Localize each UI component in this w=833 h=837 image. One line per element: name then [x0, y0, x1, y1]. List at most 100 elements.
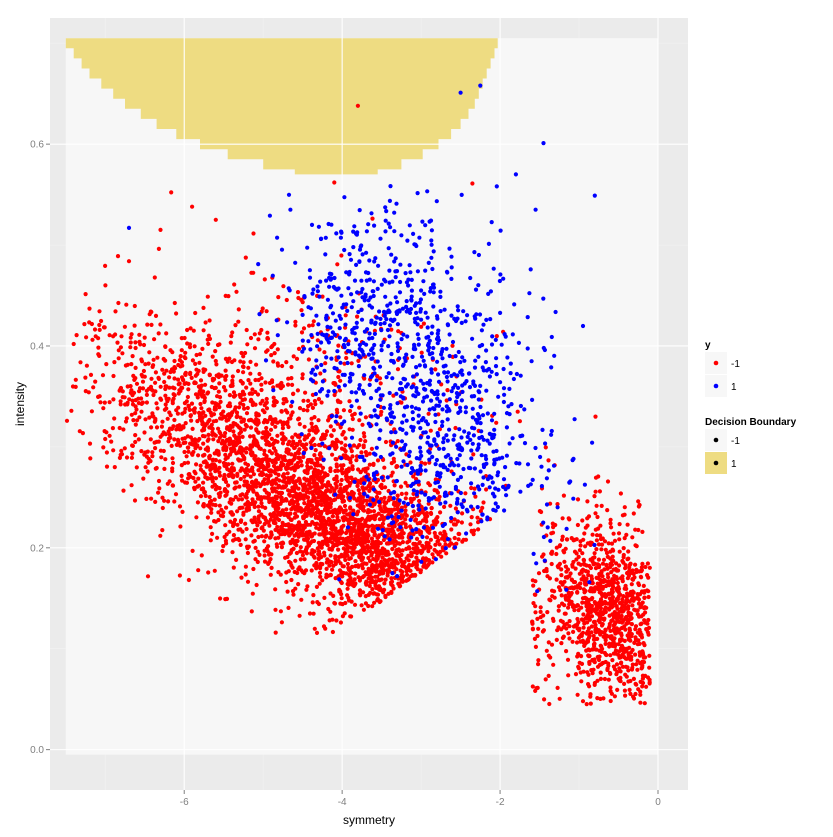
- point: [358, 469, 363, 474]
- point: [605, 508, 610, 513]
- point: [330, 311, 336, 316]
- point: [604, 652, 609, 658]
- point: [549, 531, 554, 536]
- point: [334, 407, 339, 412]
- point: [129, 332, 134, 337]
- point: [515, 409, 520, 414]
- point: [203, 459, 208, 464]
- point: [348, 614, 353, 619]
- point: [317, 581, 322, 586]
- point: [360, 422, 365, 427]
- point: [593, 626, 599, 631]
- point: [316, 495, 321, 500]
- point: [626, 652, 631, 658]
- point: [414, 372, 419, 377]
- point: [380, 566, 385, 571]
- point: [117, 425, 122, 431]
- point: [288, 500, 293, 505]
- point: [452, 535, 457, 541]
- point: [460, 355, 465, 360]
- point: [280, 523, 285, 528]
- point: [153, 499, 158, 504]
- point: [167, 432, 172, 437]
- point: [371, 556, 376, 562]
- point: [268, 572, 273, 577]
- point: [361, 590, 366, 595]
- point: [196, 453, 201, 458]
- point: [274, 452, 279, 457]
- point: [310, 323, 315, 328]
- point: [344, 355, 349, 361]
- point: [158, 227, 163, 232]
- point: [333, 382, 338, 387]
- point: [476, 283, 481, 288]
- point: [627, 687, 632, 693]
- point: [186, 381, 191, 386]
- point: [404, 304, 409, 309]
- point: [361, 530, 366, 536]
- point: [385, 475, 390, 480]
- point: [419, 350, 424, 355]
- point: [594, 611, 600, 616]
- point: [111, 334, 116, 339]
- point: [267, 535, 272, 540]
- point: [245, 550, 250, 556]
- point: [213, 349, 218, 354]
- point: [269, 451, 275, 456]
- point: [370, 563, 375, 568]
- point: [398, 525, 403, 530]
- point: [417, 498, 422, 504]
- point: [617, 619, 622, 625]
- point: [612, 573, 617, 578]
- point: [638, 689, 643, 694]
- point: [598, 586, 603, 591]
- point: [248, 474, 253, 479]
- point: [163, 386, 168, 392]
- point: [239, 350, 244, 356]
- point: [314, 513, 319, 519]
- point: [619, 644, 625, 649]
- point: [197, 391, 202, 396]
- point: [442, 538, 447, 543]
- point: [381, 537, 386, 543]
- point: [183, 370, 188, 375]
- point: [579, 679, 584, 684]
- point: [350, 467, 355, 472]
- point: [290, 435, 295, 440]
- point: [203, 382, 208, 387]
- point: [328, 591, 333, 596]
- point: [560, 635, 566, 641]
- point: [624, 532, 629, 538]
- point: [234, 480, 239, 485]
- point: [647, 680, 652, 685]
- point: [428, 286, 433, 291]
- point: [317, 347, 322, 352]
- point: [429, 228, 434, 233]
- point: [364, 453, 369, 458]
- point: [387, 495, 392, 500]
- point: [533, 579, 538, 584]
- point: [561, 493, 567, 498]
- point: [642, 595, 647, 601]
- point: [101, 445, 106, 450]
- point: [143, 465, 148, 470]
- point: [487, 374, 492, 379]
- point: [640, 561, 645, 567]
- point: [300, 372, 305, 377]
- point: [176, 405, 181, 410]
- point: [587, 617, 593, 622]
- point: [314, 560, 319, 566]
- point: [130, 443, 135, 448]
- point: [428, 289, 433, 294]
- point: [595, 514, 600, 520]
- point: [133, 439, 138, 445]
- point: [186, 577, 191, 583]
- point: [598, 523, 603, 528]
- point: [545, 610, 550, 615]
- point: [248, 434, 253, 439]
- point: [350, 546, 355, 551]
- point: [290, 589, 296, 594]
- point: [151, 357, 156, 362]
- point: [334, 464, 339, 469]
- point: [622, 688, 628, 693]
